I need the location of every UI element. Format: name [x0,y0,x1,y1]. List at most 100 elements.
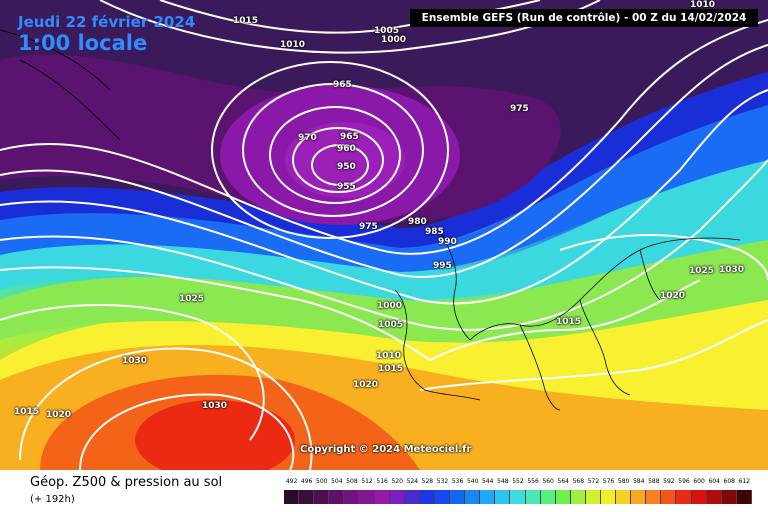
color-scale-bar [284,490,752,504]
isobar-label: 1015 [556,317,582,327]
color-scale-labels: 492 496 500 504 508 512 516 520 524 528 532 536 540 5… [284,478,752,485]
scale-tick-label: 576 [602,478,615,485]
scale-swatch [314,490,330,504]
scale-tick-label: 516 [376,478,388,485]
isobar-label: 1030 [202,401,228,411]
scale-swatch [661,490,677,504]
scale-swatch [465,490,481,504]
footer-title: Géop. Z500 & pression au sol [30,475,223,490]
scale-tick-label: 560 [542,478,554,485]
scale-swatch [676,490,692,504]
isobar-label: 965 [340,132,359,142]
isobar-label: 1025 [689,266,715,276]
isobar-label: 980 [408,217,427,227]
scale-swatch [525,490,541,504]
isobar-label: 1025 [179,294,205,304]
scale-tick-label: 492 [285,478,298,485]
scale-tick-label: 568 [572,478,585,485]
scale-swatch [419,490,435,504]
scale-swatch [540,490,556,504]
scale-tick-label: 544 [482,478,494,485]
scale-swatch [555,490,571,504]
scale-swatch [721,490,737,504]
scale-tick-label: 580 [617,478,630,485]
band-red [135,400,295,470]
date-label: Jeudi 22 février 2024 [18,13,196,31]
scale-swatch [600,490,617,504]
isobar-label: 1030 [719,265,745,275]
scale-tick-label: 572 [587,478,600,485]
scale-tick-label: 512 [361,478,373,485]
scale-tick-label: 496 [300,478,313,485]
run-info-banner: Ensemble GEFS (Run de contrôle) - 00 Z d… [410,9,758,27]
scale-swatch [284,490,300,504]
isobar-label: 1010 [690,0,716,10]
isobar-label: 965 [333,80,352,90]
isobar-lines [0,0,768,470]
scale-tick-label: 596 [678,478,690,485]
isobar-label: 1010 [376,351,402,361]
scale-tick-label: 612 [738,478,751,485]
scale-tick-label: 504 [331,478,343,485]
coastlines [0,29,741,411]
isobar-label: 1005 [374,26,400,36]
scale-swatch [495,490,511,504]
isobar-label: 1015 [14,407,40,417]
scale-swatch [374,490,390,504]
band-blue [0,100,768,272]
scale-tick-label: 500 [316,478,328,485]
scale-tick-label: 600 [693,478,705,485]
scale-swatch [736,490,752,504]
scale-swatch [450,490,466,504]
scale-tick-label: 608 [723,478,735,485]
scale-tick-label: 532 [436,478,449,485]
scale-swatch [404,490,420,504]
isobar-label: 1005 [378,320,404,330]
scale-tick-label: 584 [632,478,645,485]
local-time-label: 1:00 locale [18,31,148,55]
isobar-label: 995 [433,261,452,271]
scale-tick-label: 548 [497,478,509,485]
isobar-label: 990 [438,237,457,247]
isobar-label: 975 [510,104,529,114]
scale-swatch [389,490,405,504]
isobar-label: 1020 [353,380,379,390]
scale-swatch [631,490,647,504]
isobar-label: 1015 [233,16,259,26]
isobar-label: 970 [298,133,317,143]
pressure-map [0,0,768,470]
isobar-label: 1015 [378,364,404,374]
isobar-label: 1000 [377,301,403,311]
scale-swatch [616,490,632,504]
scale-tick-label: 588 [648,478,660,485]
band-green [0,230,768,343]
scale-swatch [359,490,375,504]
scale-tick-label: 604 [708,478,720,485]
copyright-label: Copyright © 2024 Meteociel.fr [300,444,472,455]
scale-tick-label: 528 [421,478,434,485]
scale-tick-label: 592 [663,478,675,485]
scale-tick-label: 556 [527,478,539,485]
scale-tick-label: 564 [557,478,569,485]
isobar-label: 1020 [46,410,72,420]
scale-tick-label: 540 [466,478,479,485]
isobar-label: 960 [337,144,356,154]
scale-swatch [299,490,315,504]
isobar-label: 1020 [660,291,686,301]
footer: Géop. Z500 & pression au sol (+ 192h) 49… [0,470,768,512]
footer-subtitle: (+ 192h) [30,494,75,505]
isobar-label: 955 [337,182,356,192]
scale-tick-label: 524 [406,478,419,485]
isobar-label: 950 [337,162,356,172]
scale-swatch [585,490,601,504]
scale-swatch [646,490,662,504]
band-cyan [0,150,768,300]
scale-swatch [691,490,707,504]
isobar-label: 1010 [280,40,306,50]
scale-swatch [570,490,586,504]
scale-swatch [510,490,526,504]
scale-swatch [344,490,360,504]
isobar-label: 1030 [122,356,148,366]
scale-tick-label: 520 [391,478,403,485]
